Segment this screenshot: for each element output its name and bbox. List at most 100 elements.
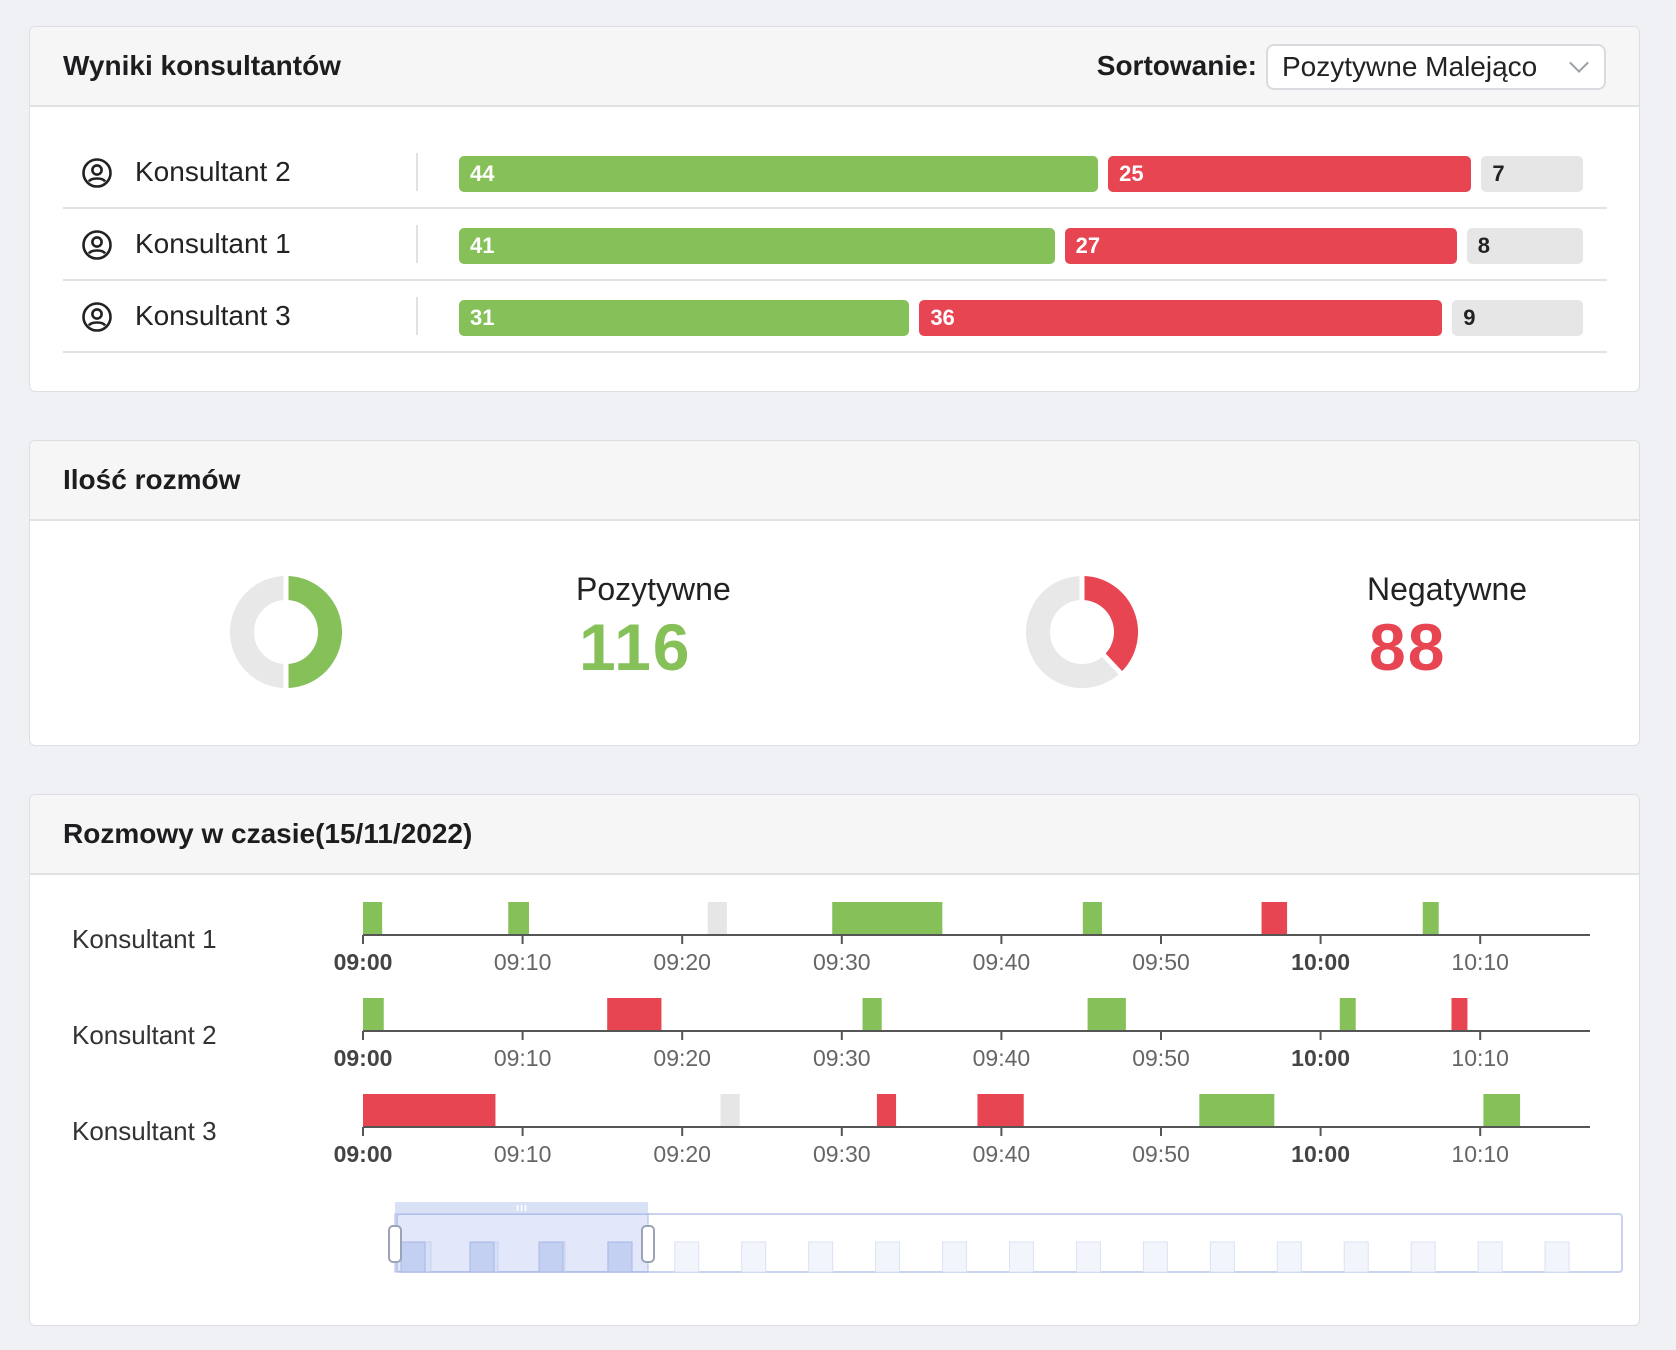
neutral-bar[interactable]: 8 <box>1466 228 1583 264</box>
timeline-tick-label: 09:40 <box>973 1141 1031 1167</box>
positive-bar[interactable]: 31 <box>459 300 910 336</box>
timeline-tick-label: 10:00 <box>1291 949 1350 975</box>
row-divider <box>416 153 418 191</box>
consultant-results-title: Wyniki konsultantów <box>63 50 341 81</box>
negative-conversation-bar[interactable] <box>1451 998 1468 1031</box>
user-circle-icon <box>82 302 112 332</box>
navigator-mini-bar <box>808 1241 834 1273</box>
timeline-tick-label: 10:00 <box>1291 1045 1350 1071</box>
timeline-tick-label: 10:10 <box>1451 949 1509 975</box>
consultant-name: Konsultant 3 <box>135 300 291 331</box>
consultant-result-row: Konsultant 3 31 36 9 <box>63 281 1607 353</box>
sort-select[interactable]: Pozytywne Malejąco <box>1266 44 1606 90</box>
positive-bar[interactable]: 44 <box>459 156 1099 192</box>
timeline-tick-label: 10:10 <box>1451 1141 1509 1167</box>
negative-bar[interactable]: 36 <box>919 300 1443 336</box>
navigator-handle[interactable] <box>641 1225 655 1263</box>
timeline-tick-label: 09:00 <box>334 949 393 975</box>
timeline-tick-label: 09:00 <box>334 1045 393 1071</box>
navigator-selection[interactable] <box>394 1213 649 1273</box>
navigator-mini-bar <box>1477 1241 1503 1273</box>
positive-conversation-bar[interactable] <box>363 998 384 1031</box>
conversation-count-card: Ilość rozmów Pozytywne 116 Negatywne 88 <box>29 440 1640 746</box>
positive-conversation-bar[interactable] <box>508 902 529 935</box>
neutral-conversation-bar[interactable] <box>720 1094 740 1127</box>
conversations-over-time-header: Rozmowy w czasie(15/11/2022) <box>30 795 1639 875</box>
positive-donut-arc <box>286 576 342 688</box>
positive-value: 116 <box>579 610 692 684</box>
negative-bar[interactable]: 27 <box>1064 228 1457 264</box>
timeline-tick-label: 09:00 <box>334 1141 393 1167</box>
negative-conversation-bar[interactable] <box>977 1094 1024 1127</box>
navigator-mini-bar <box>1343 1241 1369 1273</box>
timeline-row: 09:00 09:10 09:20 09:30 09:40 09:50 10:00 10:10 <box>334 998 1590 1071</box>
timeline-tick-label: 09:20 <box>653 1045 711 1071</box>
negative-bar[interactable]: 25 <box>1108 156 1472 192</box>
positive-conversation-bar[interactable] <box>862 998 882 1031</box>
navigator-mini-bar <box>1209 1241 1235 1273</box>
chevron-down-icon <box>1569 53 1589 73</box>
navigator-mini-bar <box>875 1241 901 1273</box>
negative-conversation-bar[interactable] <box>1261 902 1288 935</box>
timeline-tick-label: 09:40 <box>973 949 1031 975</box>
positive-conversation-bar[interactable] <box>832 902 943 935</box>
positive-conversation-bar[interactable] <box>1199 1094 1275 1127</box>
positive-bar[interactable]: 41 <box>459 228 1055 264</box>
neutral-conversation-bar[interactable] <box>707 902 727 935</box>
timeline-tick-label: 09:50 <box>1132 1141 1190 1167</box>
navigator-mini-bar <box>1142 1241 1168 1273</box>
timeline-navigator[interactable] <box>388 1202 1623 1273</box>
conversation-count-title: Ilość rozmów <box>63 464 241 495</box>
negative-donut-arc <box>1082 576 1138 672</box>
positive-conversation-bar[interactable] <box>1422 902 1439 935</box>
timeline-row: 09:00 09:10 09:20 09:30 09:40 09:50 10:00 10:10 <box>334 1094 1590 1167</box>
timeline-tick-label: 10:00 <box>1291 1141 1350 1167</box>
timeline-tick-label: 09:30 <box>813 1141 871 1167</box>
navigator-mini-bar <box>1276 1241 1302 1273</box>
user-circle-icon <box>82 230 112 260</box>
sort-select-value: Pozytywne Malejąco <box>1282 51 1538 82</box>
timeline-tick-label: 09:50 <box>1132 949 1190 975</box>
timeline-tick-label: 09:30 <box>813 1045 871 1071</box>
positive-conversation-bar[interactable] <box>1483 1094 1521 1127</box>
negative-donut-chart <box>1026 576 1138 688</box>
navigator-selected-bar <box>538 1241 564 1273</box>
navigator-selected-bar <box>469 1241 495 1273</box>
navigator-mini-bar <box>674 1241 700 1273</box>
positive-conversation-bar[interactable] <box>1087 998 1126 1031</box>
neutral-bar[interactable]: 7 <box>1481 156 1583 192</box>
positive-conversation-bar[interactable] <box>1082 902 1102 935</box>
timeline-tick-label: 09:20 <box>653 1141 711 1167</box>
positive-label: Pozytywne <box>576 571 731 607</box>
navigator-selected-bar <box>400 1241 426 1273</box>
navigator-mini-bar <box>1009 1241 1034 1273</box>
negative-conversation-bar[interactable] <box>607 998 662 1031</box>
timeline-tick-label: 09:40 <box>973 1045 1031 1071</box>
consultant-name: Konsultant 1 <box>135 228 291 259</box>
positive-conversation-bar[interactable] <box>363 902 383 935</box>
sort-label: Sortowanie: <box>1096 50 1257 81</box>
timeline-tick-label: 09:10 <box>494 949 552 975</box>
negative-label: Negatywne <box>1367 571 1528 607</box>
timeline-row: 09:00 09:10 09:20 09:30 09:40 09:50 10:00 10:10 <box>334 902 1590 975</box>
timeline-consultant-name: Konsultant 3 <box>72 1116 217 1146</box>
positive-donut-chart <box>230 576 342 688</box>
negative-conversation-bar[interactable] <box>363 1094 496 1127</box>
negative-conversation-bar[interactable] <box>876 1094 897 1127</box>
navigator-mini-bar <box>741 1241 767 1273</box>
positive-conversation-bar[interactable] <box>1339 998 1356 1031</box>
conversations-over-time-title: Rozmowy w czasie(15/11/2022) <box>63 818 473 849</box>
timeline-consultant-name: Konsultant 1 <box>72 924 217 954</box>
timeline-tick-label: 09:50 <box>1132 1045 1190 1071</box>
navigator-handle[interactable] <box>388 1225 402 1263</box>
timeline-chart: 09:00 09:10 09:20 09:30 09:40 09:50 10:00 10:10… <box>334 902 1623 1273</box>
navigator-selected-bar <box>607 1241 633 1273</box>
neutral-bar[interactable]: 9 <box>1452 300 1583 336</box>
consultant-results-card: Wyniki konsultantów Sortowanie: Pozytywn… <box>29 26 1640 392</box>
consultant-results-header: Wyniki konsultantów Sortowanie: Pozytywn… <box>30 27 1639 107</box>
row-divider <box>416 225 418 263</box>
user-circle-icon <box>82 158 112 188</box>
conversations-over-time-card: Rozmowy w czasie(15/11/2022) Konsultant … <box>29 794 1640 1326</box>
navigator-mini-bar <box>1075 1241 1101 1273</box>
conversation-count-header: Ilość rozmów <box>30 441 1639 521</box>
